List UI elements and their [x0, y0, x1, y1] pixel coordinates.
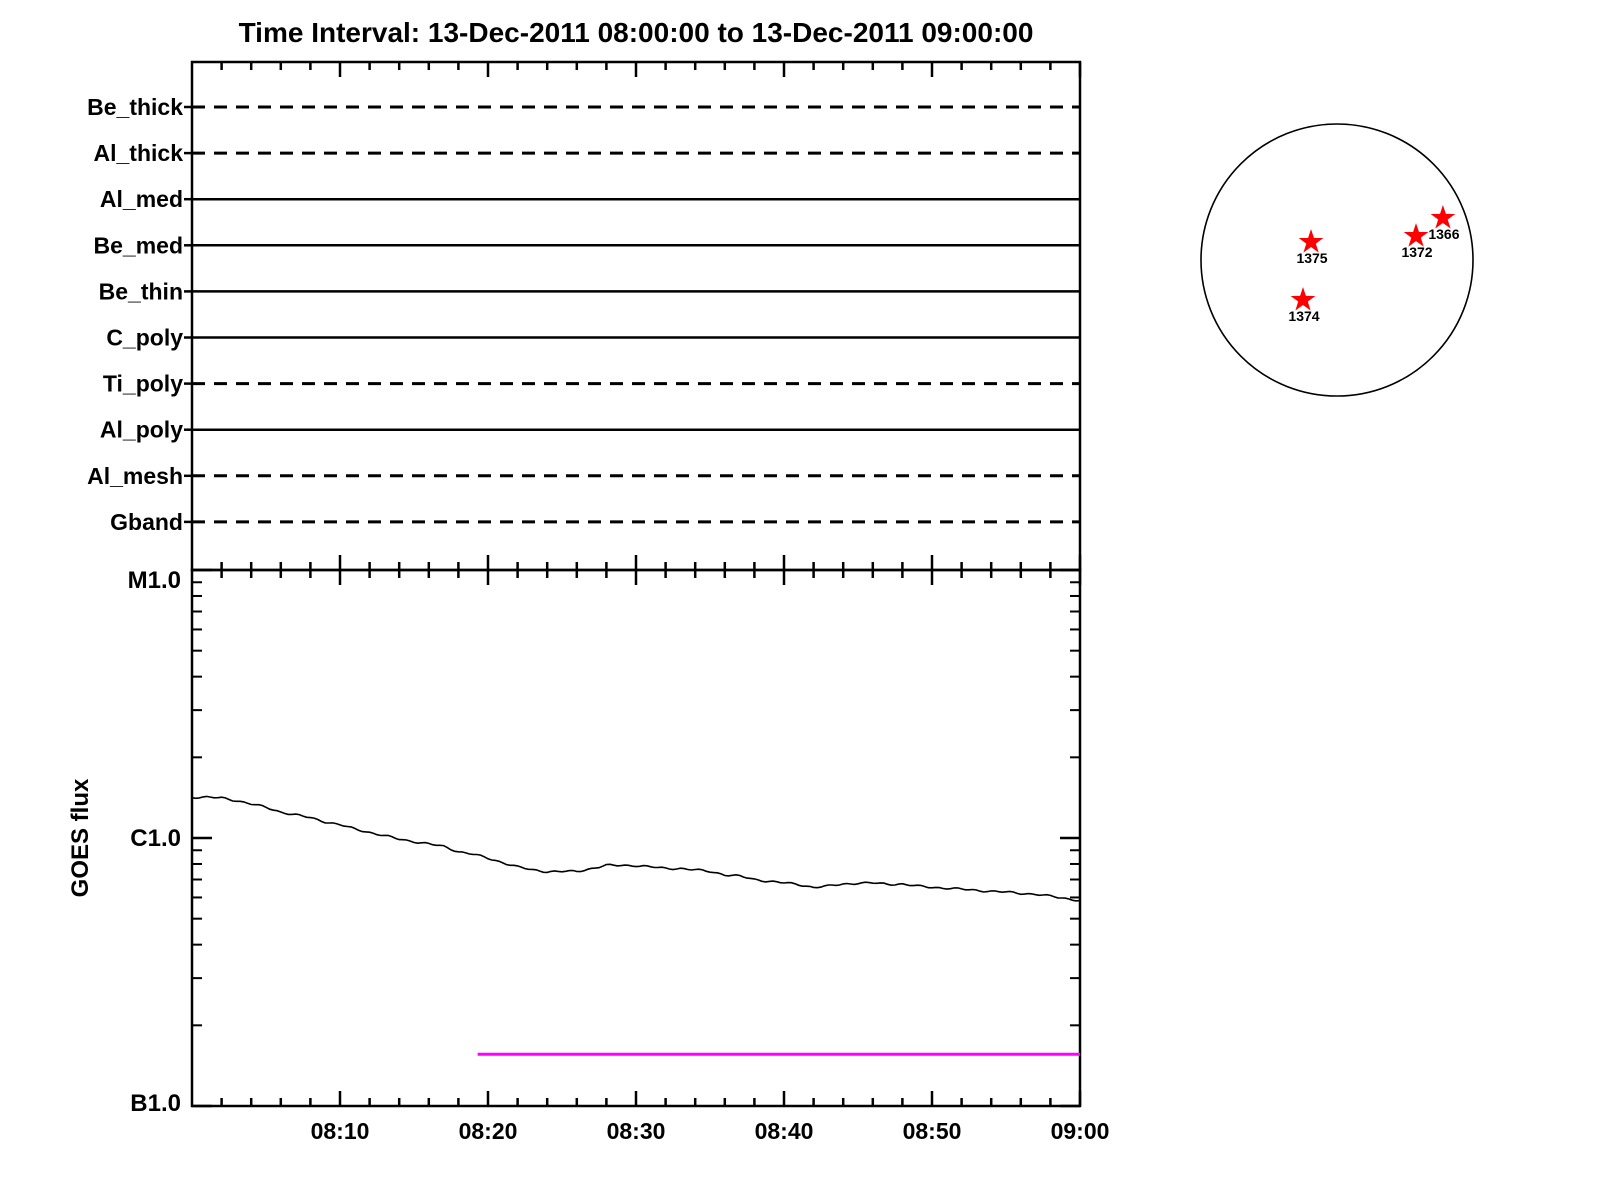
- time-label-08:30: 08:30: [607, 1118, 666, 1144]
- filter-panel-frame: [190, 60, 1082, 572]
- time-label-09:00: 09:00: [1051, 1118, 1110, 1144]
- filter-rows: Be_thick Al_thick Al_med Be_med Be_thin C_pol…: [87, 94, 1080, 535]
- time-axis-labels: 08:10 08:20 08:30 08:40 08:50 09:00: [311, 1118, 1110, 1144]
- filter-label-Al_mesh: Al_mesh: [87, 463, 183, 489]
- goes-flux-panel: GOES flux M1.0 C1.0 B1.0 08:10 08:20 08:30…: [67, 567, 1109, 1144]
- solar-disk-map: 1375 1372 1366 1374: [1200, 123, 1474, 397]
- filter-label-Be_med: Be_med: [94, 232, 183, 258]
- star-icon: [1430, 205, 1456, 229]
- star-icon: [1298, 229, 1324, 253]
- active-region-label-1372: 1372: [1401, 244, 1432, 260]
- ytick-label-b1: B1.0: [130, 1090, 181, 1117]
- active-region-label-1366: 1366: [1428, 226, 1459, 242]
- time-label-08:40: 08:40: [755, 1118, 814, 1144]
- filter-label-Be_thick: Be_thick: [87, 94, 183, 120]
- time-label-08:50: 08:50: [903, 1118, 962, 1144]
- star-icon: [1290, 287, 1316, 311]
- goes-flux-curve: [191, 795, 1081, 902]
- plot-title: Time Interval: 13-Dec-2011 08:00:00 to 1…: [239, 17, 1034, 48]
- filter-timeline-panel: Be_thick Al_thick Al_med Be_med Be_thin C_pol…: [87, 60, 1082, 585]
- filter-label-C_poly: C_poly: [106, 325, 183, 351]
- goes-panel-frame: [190, 568, 1082, 1108]
- filter-label-Al_poly: Al_poly: [100, 417, 183, 443]
- active-region-label-1374: 1374: [1288, 308, 1319, 324]
- ytick-label-c1: C1.0: [130, 825, 181, 852]
- filter-label-Gband: Gband: [110, 509, 183, 535]
- filter-label-Al_thick: Al_thick: [94, 140, 184, 166]
- goes-ylabel: GOES flux: [67, 778, 94, 897]
- solar-limb-circle: [1200, 123, 1474, 397]
- time-label-08:20: 08:20: [459, 1118, 518, 1144]
- filter-label-Be_thin: Be_thin: [99, 278, 183, 304]
- ytick-label-m1: M1.0: [128, 567, 181, 594]
- filter-label-Ti_poly: Ti_poly: [103, 371, 183, 397]
- filter-panel-ticks: [220, 62, 1082, 585]
- filter-label-Al_med: Al_med: [100, 186, 183, 212]
- time-label-08:10: 08:10: [311, 1118, 370, 1144]
- star-icon: [1403, 223, 1429, 247]
- active-region-markers: 1375 1372 1366 1374: [1288, 205, 1460, 324]
- active-region-label-1375: 1375: [1296, 250, 1327, 266]
- goes-axis-ticks: [192, 568, 1082, 1108]
